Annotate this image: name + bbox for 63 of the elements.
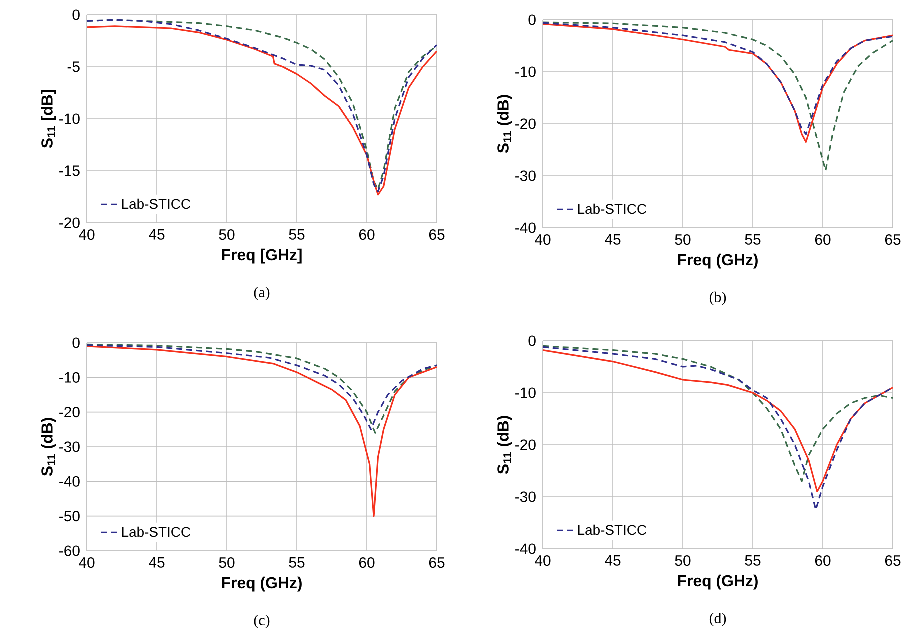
- y-tick-label: 0: [72, 338, 80, 348]
- legend-label: Lab-STICC: [122, 526, 191, 538]
- y-tick-label: -20: [516, 118, 536, 130]
- y-tick-label: -20: [60, 218, 80, 228]
- y-tick-label: -10: [516, 66, 536, 78]
- legend-label: Lab-STICC: [578, 524, 647, 536]
- x-tick-label: 65: [429, 558, 445, 568]
- y-tick-label: -30: [516, 492, 536, 502]
- x-tick-label: 45: [605, 234, 621, 245]
- x-tick-label: 50: [219, 558, 235, 568]
- x-axis-title: Freq (GHz): [678, 254, 758, 269]
- y-tick-label: 0: [72, 10, 80, 20]
- y-tick-label: -30: [516, 170, 536, 182]
- legend-label: Lab-STICC: [578, 204, 647, 214]
- x-tick-label: 55: [289, 558, 305, 568]
- line-series: [542, 22, 894, 172]
- y-tick-label: -40: [516, 544, 536, 554]
- y-tick-label: -5: [68, 62, 80, 72]
- y-tick-label: -10: [60, 372, 80, 383]
- x-tick-label: 60: [815, 234, 831, 246]
- y-tick-label: -30: [60, 442, 80, 452]
- x-tick-label: 40: [535, 556, 551, 566]
- y-tick-label: -15: [60, 166, 80, 176]
- x-tick-label: 50: [219, 230, 235, 240]
- y-tick-label: 0: [528, 336, 536, 346]
- y-tick-label: -40: [516, 222, 536, 234]
- x-tick-label: 65: [429, 230, 445, 240]
- text: (d): [710, 612, 726, 626]
- x-tick-label: 60: [359, 230, 375, 240]
- x-tick-label: 65: [885, 556, 901, 566]
- x-tick-label: 65: [885, 234, 901, 246]
- y-axis-title: S$_{11}$ (dB): [41, 418, 56, 476]
- x-tick-label: 40: [79, 558, 95, 568]
- x-tick-label: 55: [745, 556, 761, 566]
- legend-label: Lab-STICC: [122, 198, 191, 210]
- y-tick-label: -60: [60, 546, 80, 556]
- x-tick-label: 40: [79, 230, 95, 240]
- x-axis-title: Freq [GHz]: [222, 248, 302, 264]
- x-tick-label: 45: [149, 558, 165, 568]
- y-tick-label: -20: [516, 440, 536, 450]
- x-axis-title: Freq (GHz): [222, 576, 302, 592]
- text: (a): [254, 286, 270, 300]
- x-axis-title: Freq (GHz): [678, 574, 758, 590]
- text: (b): [710, 292, 726, 306]
- y-axis-title: S$_{11}$ (dB): [497, 95, 512, 154]
- x-tick-label: 60: [359, 558, 375, 568]
- y-tick-label: -40: [60, 476, 80, 487]
- x-tick-label: 55: [289, 230, 305, 240]
- x-tick-label: 45: [149, 230, 165, 240]
- x-tick-label: 45: [605, 556, 621, 566]
- x-tick-label: 55: [745, 234, 761, 245]
- y-axis-title: S$_{11}$ [dB]: [41, 90, 56, 148]
- y-tick-label: -50: [60, 511, 80, 522]
- y-tick-label: 0: [528, 14, 536, 26]
- text: (c): [254, 614, 270, 628]
- y-tick-label: -10: [60, 114, 80, 124]
- y-tick-label: -10: [516, 388, 536, 398]
- x-tick-label: 60: [815, 556, 831, 566]
- y-tick-label: -20: [60, 407, 80, 418]
- x-tick-label: 40: [535, 234, 551, 246]
- x-tick-label: 50: [675, 234, 691, 246]
- x-tick-label: 50: [675, 556, 691, 566]
- y-axis-title: S$_{11}$ (dB): [497, 416, 512, 474]
